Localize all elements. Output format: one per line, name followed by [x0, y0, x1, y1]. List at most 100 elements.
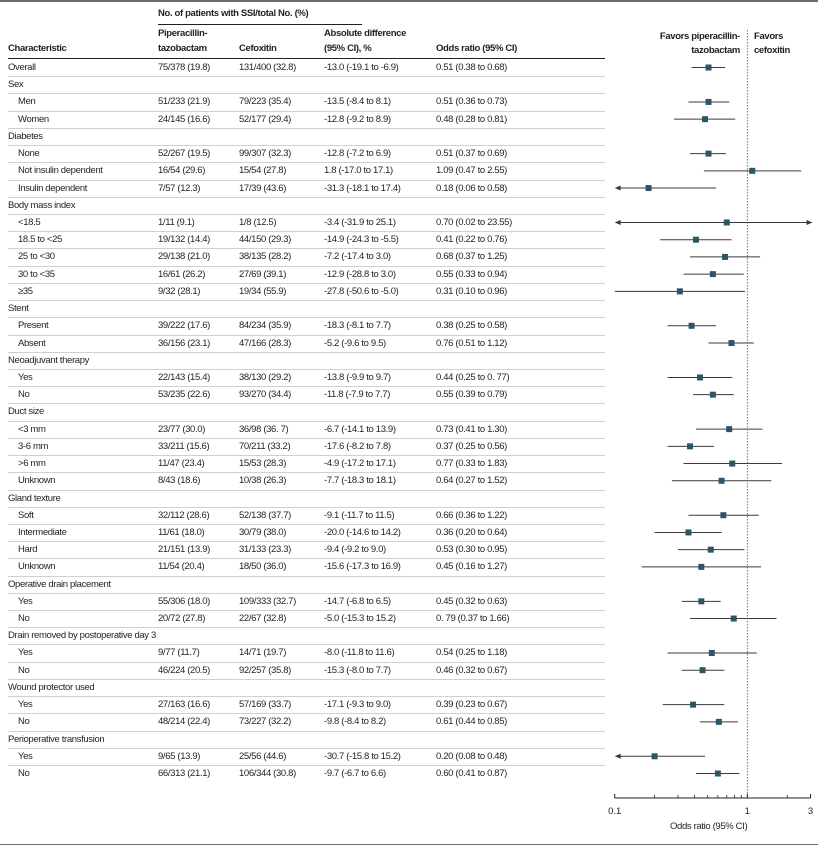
col-cefoxitin: Cefoxitin [239, 43, 277, 54]
odds-ratio-value: 0.41 (0.22 to 0.76) [436, 234, 507, 246]
odds-ratio-value: 0.53 (0.30 to 0.95) [436, 544, 507, 556]
odds-ratio-marker [726, 426, 733, 433]
odds-ratio-value: 0.46 (0.32 to 0.67) [436, 664, 507, 676]
row-separator [8, 196, 605, 198]
odds-ratio-value: 0.45 (0.32 to 0.63) [436, 595, 507, 607]
ci-arrow-left-icon [614, 753, 621, 759]
abs-diff-value: -5.0 (-15.3 to 15.2) [324, 613, 396, 625]
odds-ratio-value: 0.37 (0.25 to 0.56) [436, 440, 507, 452]
pip-tazo-value: 9/65 (13.9) [158, 750, 201, 762]
row-separator [8, 455, 605, 457]
pip-tazo-value: 16/54 (29.6) [158, 165, 206, 177]
odds-ratio-marker [730, 615, 737, 622]
row-label: No [18, 716, 30, 728]
pip-tazo-value: 20/72 (27.8) [158, 613, 206, 625]
row-label: <18.5 [18, 216, 41, 228]
group-label: Perioperative transfusion [8, 733, 105, 745]
odds-ratio-value: 0.70 (0.02 to 23.55) [436, 216, 512, 228]
odds-ratio-marker [702, 116, 709, 123]
row-separator [8, 437, 605, 439]
odds-ratio-marker [705, 98, 712, 105]
odds-ratio-value: 0.68 (0.37 to 1.25) [436, 251, 507, 263]
cefoxitin-value: 1/8 (12.5) [239, 216, 277, 228]
cefoxitin-value: 44/150 (29.3) [239, 234, 291, 246]
odds-ratio-marker [698, 598, 705, 605]
row-label: 3-6 mm [18, 440, 49, 452]
odds-ratio-marker [705, 150, 712, 157]
odds-ratio-marker [685, 529, 692, 536]
group-label: Neoadjuvant therapy [8, 354, 90, 366]
abs-diff-value: -7.7 (-18.3 to 18.1) [324, 475, 396, 487]
cefoxitin-value: 84/234 (35.9) [239, 320, 291, 332]
row-separator [8, 368, 605, 370]
group-label: Body mass index [8, 199, 76, 211]
odds-ratio-marker [729, 460, 736, 467]
cefoxitin-value: 52/177 (29.4) [239, 113, 291, 125]
odds-ratio-marker [688, 322, 695, 329]
pip-tazo-value: 46/224 (20.5) [158, 664, 210, 676]
col-pip-line2: tazobactam [158, 43, 207, 54]
pip-tazo-value: 32/112 (28.6) [158, 509, 210, 521]
abs-diff-value: -9.1 (-11.7 to 11.5) [324, 509, 395, 521]
cefoxitin-value: 17/39 (43.6) [239, 182, 287, 194]
pip-tazo-value: 75/378 (19.8) [158, 62, 210, 73]
pip-tazo-value: 8/43 (18.6) [158, 475, 201, 487]
row-label: Yes [18, 371, 33, 383]
row-separator [8, 523, 605, 525]
odds-ratio-value: 0.55 (0.33 to 0.94) [436, 268, 507, 280]
pip-tazo-value: 36/156 (23.1) [158, 337, 210, 349]
pip-tazo-value: 33/211 (15.6) [158, 440, 210, 452]
cefoxitin-value: 79/223 (35.4) [239, 96, 291, 108]
ci-arrow-left-icon [614, 219, 621, 225]
pip-tazo-value: 48/214 (22.4) [158, 716, 210, 728]
odds-ratio-value: 0.38 (0.25 to 0.58) [436, 320, 507, 332]
row-label: Overall [8, 62, 36, 73]
row-label: <3 mm [18, 423, 46, 435]
row-separator [8, 730, 605, 732]
row-separator [8, 575, 605, 577]
row-label: Not insulin dependent [18, 165, 103, 177]
odds-ratio-marker [692, 236, 699, 243]
cefoxitin-value: 99/307 (32.3) [239, 148, 291, 160]
col-or: Odds ratio (95% CI) [436, 43, 517, 54]
cefoxitin-value: 31/133 (23.3) [239, 544, 291, 556]
odds-ratio-value: 0.44 (0.25 to 0. 77) [436, 371, 510, 383]
row-separator [8, 489, 605, 491]
row-separator [8, 300, 605, 302]
pip-tazo-value: 27/163 (16.6) [158, 699, 210, 711]
col-absdiff-line2: (95% CI), % [324, 43, 372, 54]
row-label: Yes [18, 750, 33, 762]
row-separator [8, 386, 605, 388]
row-separator [8, 713, 605, 715]
abs-diff-value: -4.9 (-17.2 to 17.1) [324, 458, 396, 470]
row-separator [8, 765, 605, 767]
group-label: Diabetes [8, 130, 43, 142]
x-axis-label: Odds ratio (95% CI) [670, 821, 748, 832]
pip-tazo-value: 51/233 (21.9) [158, 96, 210, 108]
favors-right-line1: Favors [754, 31, 784, 42]
abs-diff-value: -15.3 (-8.0 to 7.7) [324, 664, 391, 676]
odds-ratio-value: 0.77 (0.33 to 1.83) [436, 458, 507, 470]
group-label: Drain removed by postoperative day 3 [8, 630, 156, 642]
odds-ratio-marker [687, 443, 694, 450]
odds-ratio-marker [723, 219, 730, 226]
abs-diff-value: -7.2 (-17.4 to 3.0) [324, 251, 391, 263]
row-separator [8, 747, 605, 749]
row-label: None [18, 148, 40, 160]
odds-ratio-value: 0.18 (0.06 to 0.58) [436, 182, 507, 194]
pip-tazo-value: 55/306 (18.0) [158, 595, 210, 607]
odds-ratio-marker [749, 167, 756, 174]
group-label: Gland texture [8, 492, 61, 504]
row-separator [8, 76, 605, 78]
odds-ratio-value: 0. 79 (0.37 to 1.66) [436, 613, 510, 625]
row-label: Men [18, 96, 36, 108]
odds-ratio-marker [714, 770, 721, 777]
row-separator [8, 145, 605, 147]
abs-diff-value: -14.7 (-6.8 to 6.5) [324, 595, 391, 607]
row-separator [8, 506, 605, 508]
abs-diff-value: -6.7 (-14.1 to 13.9) [324, 423, 396, 435]
row-label: >6 mm [18, 458, 46, 470]
pip-tazo-value: 9/32 (28.1) [158, 285, 201, 297]
top-border [0, 0, 818, 2]
abs-diff-value: -18.3 (-8.1 to 7.7) [324, 320, 391, 332]
